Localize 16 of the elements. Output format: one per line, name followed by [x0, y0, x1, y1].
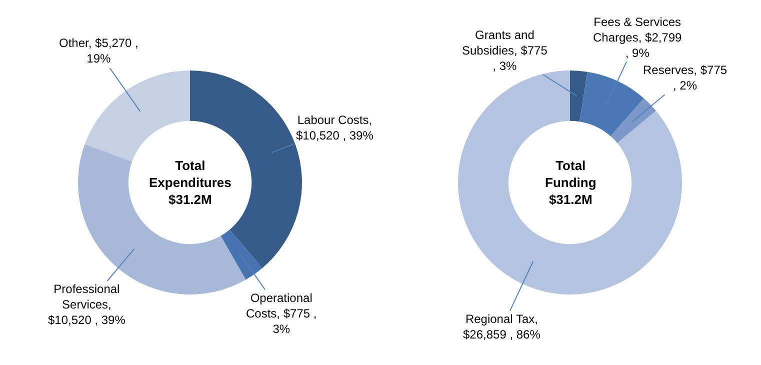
slice-label: Professional Services, $10,520 , 39%	[48, 282, 126, 328]
text: Total Expenditures	[149, 158, 232, 190]
text: Total Funding	[545, 158, 596, 190]
slice-label: Fees & Services Charges, $2,799 , 9%	[593, 15, 682, 60]
donut-slice	[84, 70, 190, 162]
donut-slice	[220, 230, 262, 280]
slice-label: Reserves, $775 , 2%	[643, 63, 728, 93]
slice-label: Regional Tax, $26,859 , 86%	[463, 312, 541, 342]
slice-label: Grants and Subsidies, $775 , 3%	[462, 28, 548, 74]
slice-label: Labour Costs, $10,520 , 39%	[296, 113, 374, 143]
text: $31.2M	[548, 192, 592, 207]
slice-label: Operational Costs, $775 , 3%	[246, 291, 317, 336]
slice-label: Other, $5,270 , 19%	[59, 36, 138, 66]
donut-slice	[570, 70, 588, 122]
donut-slice	[610, 98, 656, 144]
text: $31.2M	[168, 192, 212, 207]
